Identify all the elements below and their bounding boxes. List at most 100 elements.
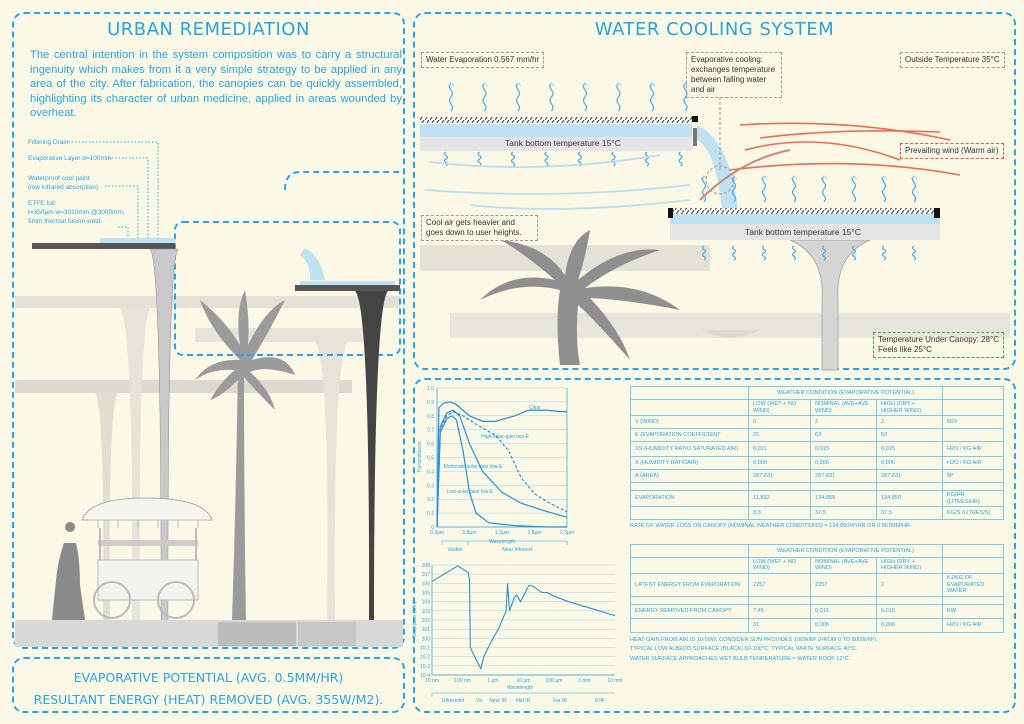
note-1: Heat gain from air is 10-50W. Consider s… bbox=[630, 636, 878, 643]
row-label: Latent energy from evaporation bbox=[630, 573, 749, 597]
background-column bbox=[700, 330, 760, 338]
cell-value bbox=[810, 595, 877, 605]
evaporation-wave-icon bbox=[881, 245, 887, 261]
label-cool-paint: Waterproof cool paint bbox=[28, 175, 90, 182]
y-tick-label: 0.3 bbox=[427, 483, 434, 489]
water-cooling-title: WATER COOLING SYSTEM bbox=[594, 19, 835, 40]
series-label: Clear bbox=[529, 405, 541, 411]
cell-value: 2257 bbox=[810, 573, 877, 597]
cell-value: 11,892 bbox=[748, 490, 811, 508]
row-unit: m² bbox=[942, 469, 1004, 484]
evaporation-wave-icon bbox=[482, 82, 487, 112]
y-tick-label: 102 bbox=[422, 618, 431, 624]
x-axis-label: Wavelength bbox=[489, 539, 515, 545]
row-unit: kg/s (litres/s) bbox=[942, 506, 1004, 521]
row-unit bbox=[942, 428, 1004, 443]
table-row: V (wind) 0 2 2 m/s bbox=[630, 415, 1004, 430]
x-tick-label: 100 nm bbox=[454, 678, 471, 684]
table-row: Latent energy from evaporation 2257 2257 2 k… bbox=[630, 573, 1004, 597]
warm-wind-line bbox=[739, 122, 951, 141]
arrow-up-icon bbox=[790, 175, 798, 180]
table-row bbox=[630, 595, 1004, 605]
row-label bbox=[630, 482, 749, 492]
y-tick-label: 107 bbox=[422, 572, 431, 578]
x-tick-label: 100 µm bbox=[546, 678, 563, 684]
cell-value: 37,5 bbox=[876, 506, 943, 521]
summary-line-1: EVAPORATIVE POTENTIAL (AVG. 0.5MM/HR) bbox=[73, 670, 344, 685]
cell-value bbox=[876, 595, 943, 605]
column-header: High (dry + higher wind) bbox=[876, 398, 943, 417]
evaporation-wave-icon bbox=[851, 175, 857, 203]
arrow-up-icon bbox=[581, 82, 589, 87]
label-etfe-3: 5mm thermal fusion weld. bbox=[28, 218, 103, 225]
table-row: XS (humidity ratio saturated air) 0,011 0,… bbox=[630, 441, 1004, 458]
evaporative-cooling-callout: Evaporative cooling: exchanges temperatu… bbox=[686, 52, 782, 98]
column-header: Nominal (ave+ave wind) bbox=[810, 398, 877, 417]
urban-remediation-title: URBAN REMEDIATION bbox=[107, 19, 310, 40]
evaporation-wave-icon bbox=[821, 245, 827, 261]
warm-wind-line bbox=[744, 141, 901, 161]
row-label: Energy removed from canopy bbox=[630, 603, 749, 619]
x-tick-label: 1.8µm bbox=[528, 530, 542, 536]
y-tick-label: 10-4 bbox=[420, 673, 430, 679]
wind-cooling-line bbox=[699, 149, 791, 201]
group-header: Weather condition (Evaporative potential… bbox=[748, 386, 943, 400]
cool-air-line bbox=[424, 184, 691, 195]
y-tick-label: 0 bbox=[431, 525, 434, 531]
x-tick-label: 10 µm bbox=[517, 678, 531, 684]
background-beam bbox=[15, 380, 352, 393]
band-label: Near IR bbox=[489, 698, 507, 704]
table-row: 31 0,006 0,006 H2O / kg air bbox=[630, 617, 1004, 633]
cell-value bbox=[876, 482, 943, 492]
row-label bbox=[630, 617, 749, 633]
x-tick-label: 2.3µm bbox=[560, 530, 574, 536]
table-row: Evaporation 11,892 134,850 134,850 kg/hr (li… bbox=[630, 490, 1004, 508]
tank-2-water bbox=[670, 214, 940, 224]
x-tick-label: 0.3µm bbox=[430, 530, 444, 536]
evaporation-wave-icon bbox=[731, 175, 737, 203]
tank-1-label: Tank bottom temperature 15°C bbox=[505, 138, 621, 148]
series-line bbox=[436, 410, 568, 528]
cell-value: 287,831 bbox=[748, 469, 811, 484]
water-cooling-panel: WATER COOLING SYSTEM bbox=[413, 12, 1016, 370]
evaporation-wave-icon bbox=[731, 245, 737, 261]
band-label: Ultraviolet bbox=[442, 698, 465, 704]
arrow-up-icon bbox=[760, 175, 768, 180]
band-label: Far IR bbox=[553, 698, 567, 704]
tables-column: Weather condition (Evaporative potential… bbox=[630, 386, 1004, 664]
label-etfe-2: t=350µm w=3010mm @3000mm, bbox=[28, 209, 125, 216]
band-bracket bbox=[431, 692, 615, 697]
tank-2-hatch bbox=[670, 208, 940, 214]
cell-value bbox=[810, 482, 877, 492]
row-label: X (humidity ratioair) bbox=[630, 456, 749, 471]
series-label: Moderate-solar-gain low-E bbox=[444, 464, 503, 470]
row-unit bbox=[942, 595, 1004, 605]
cell-value: 0,015 bbox=[876, 603, 943, 619]
arrow-up-icon bbox=[730, 175, 738, 180]
cell-value: 287,831 bbox=[810, 469, 877, 484]
feels-like-temp: Feels like 25°C bbox=[878, 345, 932, 354]
evaporation-wave-icon bbox=[616, 82, 621, 112]
cell-value: 2 bbox=[876, 415, 943, 430]
palm-tree bbox=[480, 230, 680, 365]
cell-value: 0,006 bbox=[876, 456, 943, 471]
table-row: A (area) 287,831 287,831 287,831 m² bbox=[630, 469, 1004, 484]
band-label: Mid IR bbox=[516, 698, 531, 704]
warm-wind-line bbox=[759, 130, 941, 139]
evaporation-wave-icon bbox=[911, 175, 917, 203]
series-label: Low-solar-gain low-E bbox=[447, 489, 494, 495]
cell-value: 2 bbox=[810, 415, 877, 430]
cell-value: 287,831 bbox=[876, 469, 943, 484]
band-label: EHF bbox=[595, 698, 605, 704]
label-etfe: ETFE foil: bbox=[28, 200, 57, 207]
row-unit: H2O / kg air bbox=[942, 441, 1004, 458]
y-tick-label: 0.6 bbox=[427, 442, 434, 448]
x-axis-label: Wavelength bbox=[507, 685, 533, 691]
y-tick-label: 10-2 bbox=[420, 655, 430, 661]
evaporation-wave-icon bbox=[649, 82, 655, 112]
tank-2-edge bbox=[934, 208, 940, 218]
table-row: 3,3 37,5 37,5 kg/s (litres/s) bbox=[630, 506, 1004, 521]
evaporation-wave-icon bbox=[701, 245, 707, 261]
column-header: Nominal (ave+ave wind) bbox=[810, 556, 877, 575]
evaporation-wave-icon bbox=[477, 151, 482, 167]
